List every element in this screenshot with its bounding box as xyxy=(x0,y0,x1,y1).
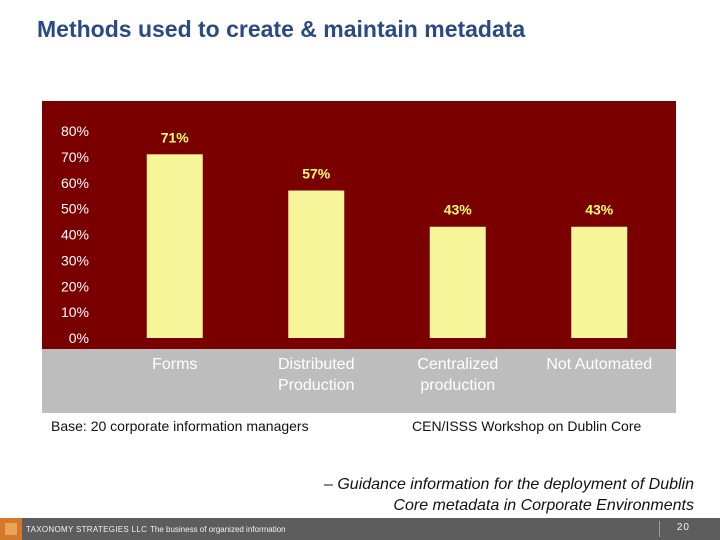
y-tick-label: 0% xyxy=(69,330,89,346)
guidance-note: – Guidance information for the deploymen… xyxy=(234,474,694,516)
bar xyxy=(571,226,628,338)
y-tick-label: 70% xyxy=(61,149,89,165)
footer-tagline: The business of organized information xyxy=(150,525,286,534)
y-tick-label: 80% xyxy=(61,123,89,139)
company-logo-icon xyxy=(0,518,22,540)
data-label: 57% xyxy=(302,166,331,182)
base-note: Base: 20 corporate information managers xyxy=(51,418,309,434)
x-tick-label: Centralized xyxy=(417,356,498,373)
slide-title: Methods used to create & maintain metada… xyxy=(37,16,526,42)
x-tick-label: Production xyxy=(278,377,355,394)
data-label: 43% xyxy=(444,202,473,218)
x-tick-label: Forms xyxy=(152,356,197,373)
y-tick-label: 40% xyxy=(61,227,89,243)
footer-bar: TAXONOMY STRATEGIES LLC The business of … xyxy=(0,518,720,540)
x-tick-label: production xyxy=(420,377,495,394)
bar-chart: 0% 10% 20% 30% 40% 50% 60% 70% 80% 71% Forms 57% Dis… xyxy=(42,101,676,394)
footer-company: TAXONOMY STRATEGIES LLC xyxy=(26,525,148,534)
y-tick-label: 30% xyxy=(61,252,89,268)
bar xyxy=(429,226,486,338)
data-label: 71% xyxy=(161,129,190,145)
x-tick-label: Distributed xyxy=(278,356,354,373)
bar xyxy=(146,154,203,338)
bar xyxy=(288,190,345,338)
y-tick-label: 20% xyxy=(61,278,89,294)
data-label: 43% xyxy=(585,202,614,218)
footer-divider xyxy=(659,521,660,537)
chart-frame: 0% 10% 20% 30% 40% 50% 60% 70% 80% 71% Forms 57% Dis… xyxy=(42,101,676,413)
x-tick-label: Not Automated xyxy=(546,356,652,373)
y-tick-label: 60% xyxy=(61,175,89,191)
guidance-line-1: – Guidance information for the deploymen… xyxy=(324,476,694,493)
y-tick-label: 10% xyxy=(61,304,89,320)
y-tick-label: 50% xyxy=(61,201,89,217)
page-number: 20 xyxy=(676,522,690,533)
guidance-line-2: Core metadata in Corporate Environments xyxy=(393,497,694,514)
source-note: CEN/ISSS Workshop on Dublin Core xyxy=(412,418,642,434)
